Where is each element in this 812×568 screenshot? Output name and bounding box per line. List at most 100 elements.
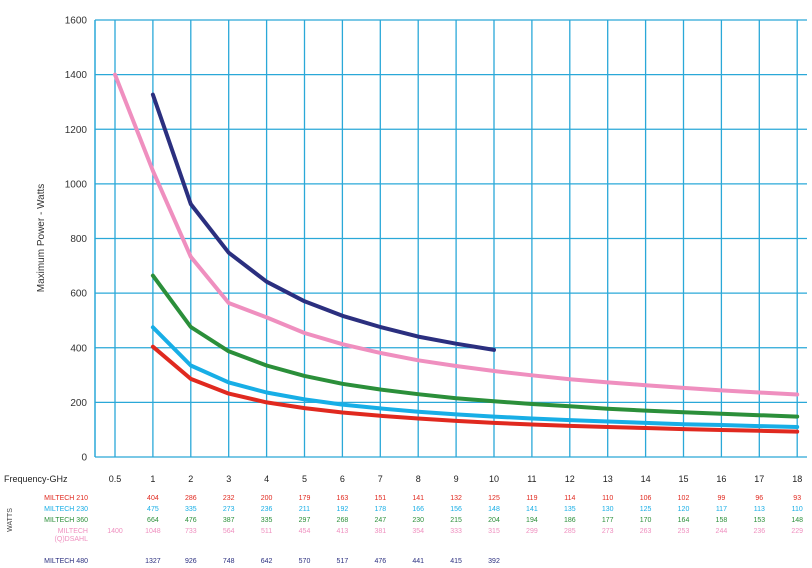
table-cell: 194 [526,517,538,524]
table-row-label: MILTECH 480 [44,558,88,565]
table-cell: 135 [564,506,576,513]
table-cell: 186 [564,517,576,524]
table-cell: 163 [337,495,349,502]
table-cell: 120 [678,506,690,513]
table-cell: 177 [602,517,614,524]
y-axis-label: Maximum Power - Watts [36,184,47,293]
table-cell: 315 [488,528,500,535]
table-cell: 130 [602,506,614,513]
series-line [150,344,800,434]
table-cell: 748 [223,558,235,565]
series-line [150,92,496,352]
table-cell: 926 [185,558,197,565]
table-cell: 119 [526,495,537,502]
series-line [150,273,800,419]
x-tick-label: 3 [226,474,231,484]
table-cell: 113 [754,506,765,513]
table-cell: 230 [412,517,424,524]
table-cell: 117 [716,506,727,513]
table-cell: 244 [716,528,728,535]
y-tick-label: 1200 [65,125,88,136]
table-row-label: MILTECH [58,528,88,535]
table-cell: 96 [755,495,763,502]
table-cell: 387 [223,517,235,524]
table-cell: 102 [678,495,690,502]
x-tick-label: 10 [489,474,499,484]
table-cell: 166 [412,506,424,513]
table-cell: 132 [450,495,462,502]
table-row-label: MILTECH 360 [44,517,88,524]
y-tick-label: 0 [81,453,87,464]
y-tick-label: 1400 [65,70,88,81]
table-cell: 148 [791,517,803,524]
y-tick-label: 1600 [65,16,88,27]
table-cell: 297 [299,517,311,524]
x-tick-label: 2 [188,474,193,484]
x-tick-label: 11 [527,474,536,484]
x-tick-label: 6 [340,474,345,484]
x-tick-labels: 0.5 1 2 3 4 5 6 7 8 9 10 11 12 13 14 15 16 17 18 [109,474,802,484]
data-table: Frequency-GHz 0.5 1 2 3 4 5 6 7 8 9 10 11 12 13 14 15 16… [4,474,803,565]
table-cell: 415 [450,558,462,565]
table-cell: 93 [793,495,801,502]
x-tick-label: 0.5 [109,474,122,484]
table-cell: 236 [261,506,273,513]
y-tick-label: 400 [70,343,87,354]
table-row-label: MILTECH 230 [44,506,88,513]
x-tick-label: 7 [378,474,383,484]
table-cell: 335 [261,517,273,524]
table-cell: 392 [488,558,500,565]
table-cell: 475 [147,506,159,513]
y-tick-label: 200 [70,398,87,409]
table-cell: 247 [374,517,386,524]
table-cell: 192 [337,506,349,513]
table-cell: 125 [640,506,652,513]
table-cell: 273 [223,506,235,513]
series-lines [113,72,800,434]
x-tick-label: 8 [416,474,421,484]
table-cell: 200 [261,495,273,502]
table-cell: 354 [412,528,424,535]
table-cell: 285 [564,528,576,535]
x-tick-label: 4 [264,474,269,484]
table-cell: 664 [147,517,159,524]
x-tick-label: 15 [678,474,688,484]
table-cell: 125 [488,495,500,502]
table-cell: 441 [412,558,424,565]
table-cell: 229 [791,528,803,535]
table-cell: 178 [374,506,386,513]
table-row-label-line2: (Q)DSAHL [55,536,89,543]
table-row-label: MILTECH 210 [44,495,88,502]
series-line [150,325,800,429]
table-cell: 170 [640,517,652,524]
table-rows: MILTECH 210 404 286 232 200 179 163 151 141 132 12… [44,495,803,565]
y-tick-label: 600 [70,289,87,300]
y-tick-label: 1000 [65,179,88,190]
table-cell: 273 [602,528,614,535]
table-cell: 215 [450,517,462,524]
x-tick-label: 17 [754,474,764,484]
table-cell: 413 [337,528,349,535]
table-cell: 517 [337,558,349,565]
table-cell: 211 [299,506,310,513]
x-tick-label: 13 [603,474,613,484]
table-cell: 570 [299,558,311,565]
table-cell: 335 [185,506,197,513]
watts-label: WATTS [7,508,14,532]
x-tick-label: 5 [302,474,307,484]
x-tick-label: 16 [716,474,726,484]
table-cell: 268 [337,517,349,524]
table-cell: 299 [526,528,538,535]
table-cell: 286 [185,495,197,502]
x-tick-label: 14 [641,474,651,484]
table-cell: 164 [678,517,690,524]
table-cell: 253 [678,528,690,535]
x-tick-label: 1 [150,474,155,484]
table-cell: 263 [640,528,652,535]
table-cell: 1400 [107,528,123,535]
table-cell: 564 [223,528,235,535]
series-line [113,72,800,397]
x-tick-label: 9 [454,474,459,484]
table-cell: 110 [602,495,613,502]
